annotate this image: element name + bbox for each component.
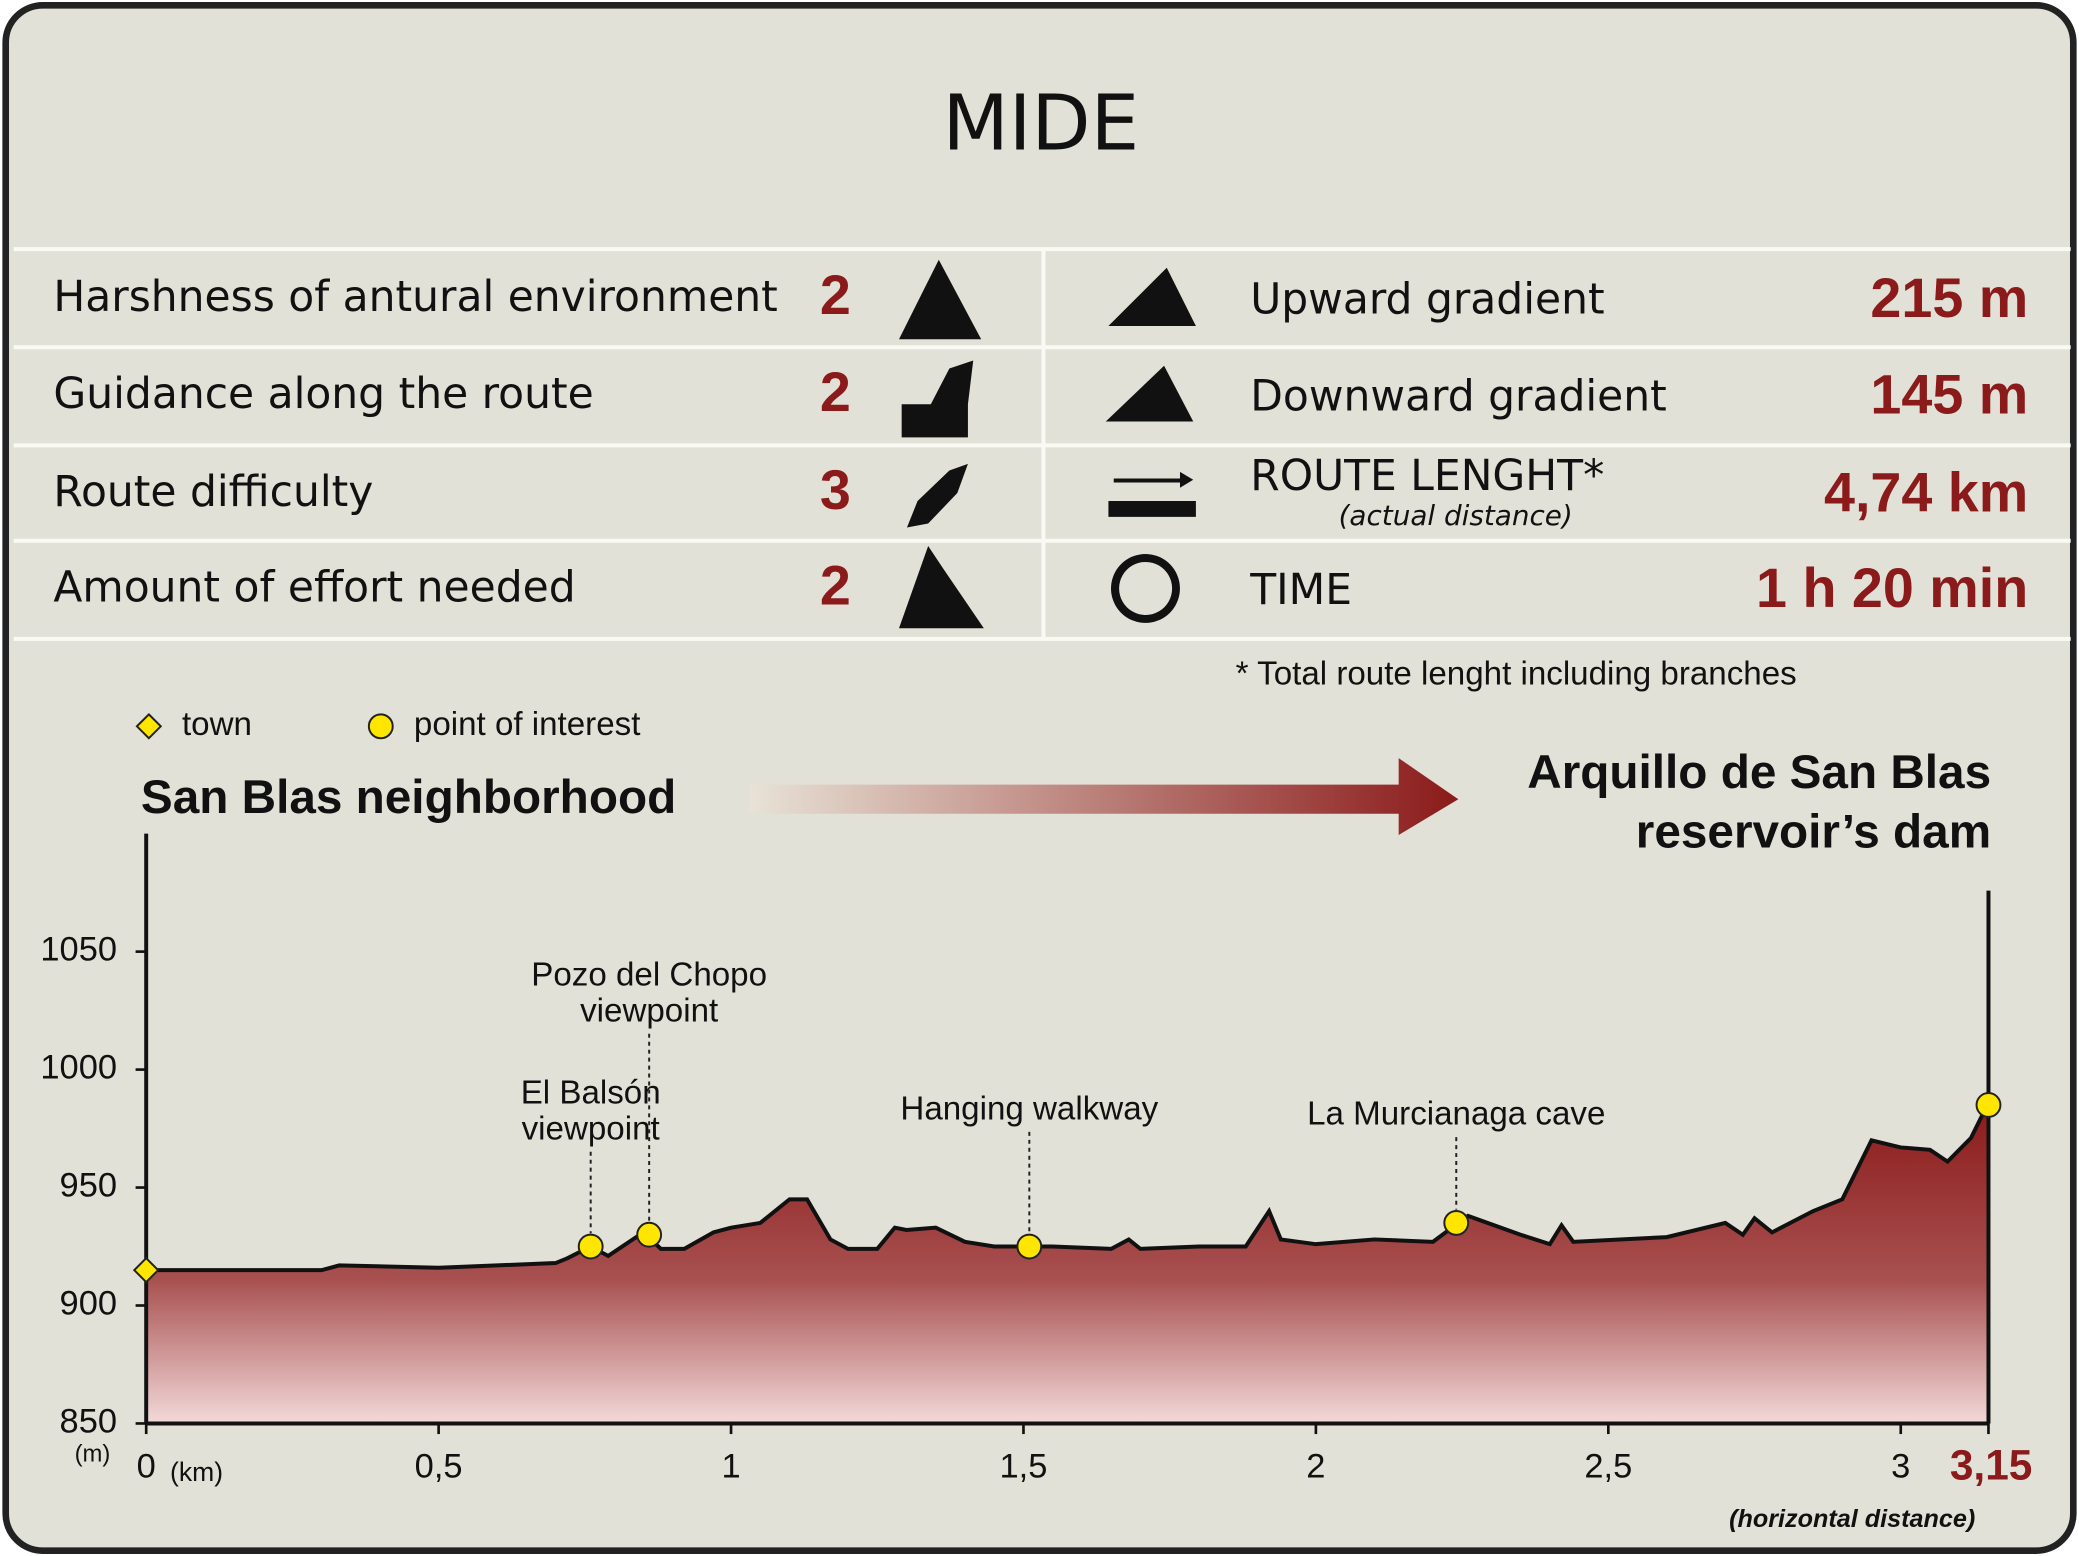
mide-value: 2 (820, 361, 851, 423)
table-lines (13, 247, 2071, 641)
stat-label: Downward gradient (1250, 372, 1667, 421)
y-tick-label: 950 (60, 1167, 117, 1205)
point-label: El Balsón (521, 1075, 661, 1112)
point-label: Hanging walkway (900, 1090, 1158, 1127)
point-marker (132, 1256, 160, 1284)
y-tick-label: 1050 (40, 931, 117, 969)
point-label: viewpoint (580, 992, 718, 1029)
x-tick-label: 3 (1891, 1448, 1910, 1486)
point-label: La Murcianaga cave (1307, 1096, 1605, 1133)
mide-value: 3 (820, 459, 851, 521)
direction-arrow (749, 758, 1459, 835)
legend-marker (135, 712, 163, 740)
title: MIDE (942, 80, 1139, 169)
x-tick-label: 2,5 (1584, 1448, 1632, 1486)
x-tick-label: 3,15 (1950, 1442, 2033, 1489)
mide-label: Guidance along the route (53, 370, 593, 419)
stat-value: 145 m (1870, 364, 2028, 426)
stat-value: 1 h 20 min (1756, 557, 2028, 619)
mide-icon (899, 546, 984, 629)
stat-label: Upward gradient (1250, 276, 1604, 325)
end-label: reservoir’s dam (1636, 806, 1991, 859)
end-label: Arquillo de San Blas (1527, 746, 1991, 799)
point-label: viewpoint (522, 1110, 660, 1147)
stat-icon (1108, 471, 1196, 517)
legend-label: point of interest (414, 706, 641, 743)
mide-icon (899, 259, 982, 340)
footnote: * Total route lenght including branches (1236, 656, 1797, 693)
point-marker (1016, 1233, 1043, 1260)
y-tick-label: 850 (60, 1403, 117, 1441)
x-tick-label: 1,5 (1000, 1448, 1048, 1486)
stat-label: TIME (1249, 566, 1352, 615)
x-unit: (km) (170, 1457, 223, 1487)
mide-label: Harshness of antural environment (53, 273, 777, 322)
y-tick-label: 1000 (40, 1049, 117, 1087)
stat-note: (actual distance) (1339, 499, 1573, 532)
mide-label: Route difficulty (53, 468, 373, 517)
mide-icon (901, 360, 974, 438)
point-marker (577, 1233, 604, 1260)
x-tick-label: 0,5 (415, 1448, 463, 1486)
point-marker (1443, 1210, 1470, 1236)
legend-label: town (182, 706, 252, 743)
mide-value: 2 (820, 264, 851, 326)
stat-icon (1108, 267, 1196, 327)
mide-value: 2 (820, 554, 851, 616)
point-marker (636, 1221, 663, 1248)
x-tick-label: 1 (721, 1448, 740, 1486)
legend-marker (367, 713, 394, 740)
point-marker (1975, 1092, 2002, 1118)
stat-value: 4,74 km (1824, 462, 2028, 524)
y-unit: (m) (75, 1441, 111, 1468)
stat-label: ROUTE LENGHT* (1250, 452, 1604, 501)
x-tick-label: 0 (137, 1448, 156, 1486)
y-tick-label: 900 (60, 1285, 117, 1323)
elevation-area (146, 1102, 1989, 1424)
mide-icon (906, 463, 968, 528)
mide-label: Amount of effort needed (53, 563, 575, 612)
start-label: San Blas neighborhood (141, 771, 676, 824)
x-note: (horizontal distance) (1729, 1505, 1975, 1533)
stat-value: 215 m (1870, 267, 2028, 329)
x-tick-label: 2 (1306, 1448, 1325, 1486)
point-label: Pozo del Chopo (531, 957, 767, 994)
